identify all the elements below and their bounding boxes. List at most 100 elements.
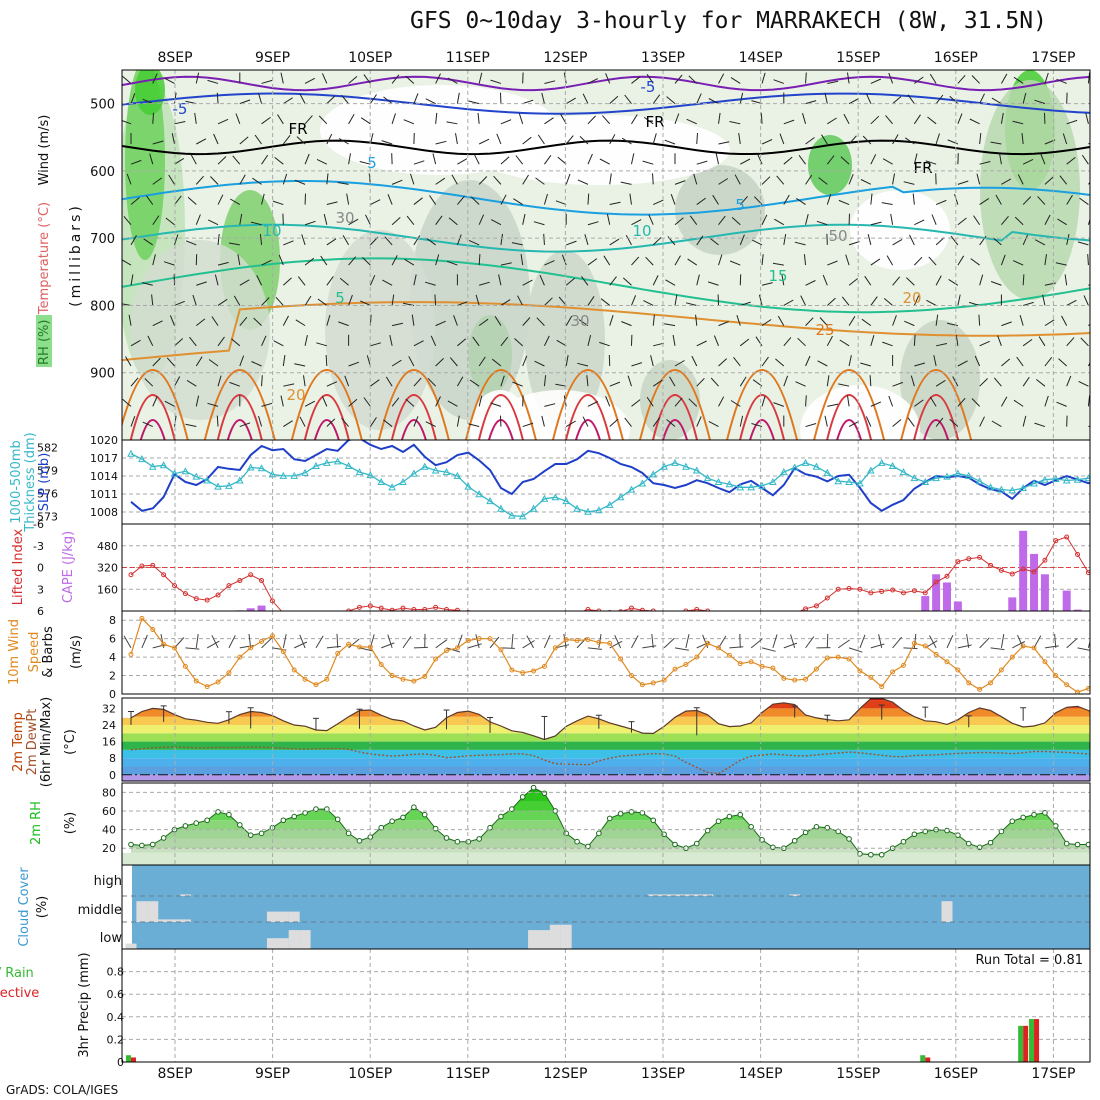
thickness-point bbox=[660, 462, 668, 470]
wind-barb bbox=[949, 418, 959, 427]
wind-barb bbox=[522, 213, 526, 225]
surface-contour bbox=[400, 419, 427, 440]
wind-barb bbox=[674, 74, 683, 84]
wind-barb bbox=[928, 256, 937, 266]
x-tick-label-top: 14SEP bbox=[739, 50, 783, 66]
wind-barb bbox=[848, 420, 860, 427]
lifted-index-point bbox=[966, 556, 972, 562]
wind-barb bbox=[702, 634, 709, 649]
wind-barb bbox=[496, 133, 502, 145]
wind-barb bbox=[500, 156, 510, 165]
rh-point bbox=[911, 831, 918, 838]
temp-bands bbox=[122, 698, 1090, 781]
wind-barb bbox=[515, 155, 524, 165]
cloud-ylabel: Cloud Cover (%) bbox=[17, 867, 50, 947]
wind-barb bbox=[587, 78, 599, 84]
surface-contour bbox=[203, 369, 276, 440]
wind-barb bbox=[326, 276, 334, 286]
wind-speed-point bbox=[770, 665, 776, 671]
wind-barb bbox=[867, 234, 872, 246]
rh-point bbox=[1063, 840, 1070, 847]
wind-barb bbox=[730, 77, 741, 84]
wind-barb bbox=[761, 139, 773, 145]
ylabel-part: Speed bbox=[27, 632, 42, 673]
ylabel-part: (millibars) bbox=[68, 203, 84, 307]
rh-point bbox=[345, 830, 352, 837]
wind-barb bbox=[1044, 214, 1051, 225]
wind-barb bbox=[152, 644, 167, 649]
wind-speed-point bbox=[237, 654, 243, 660]
wind-barb bbox=[1066, 375, 1072, 387]
wind-barb bbox=[892, 419, 902, 427]
wind-barb bbox=[217, 375, 222, 387]
wind-barb bbox=[511, 242, 523, 246]
y-tick-label: 500 bbox=[90, 98, 115, 113]
thickness-point bbox=[279, 471, 288, 479]
x-tick-label-bottom: 14SEP bbox=[739, 1066, 783, 1082]
wind-barb bbox=[739, 376, 747, 387]
wind-barb bbox=[651, 633, 654, 648]
wind-speed-point bbox=[824, 655, 830, 661]
wind-speed-point bbox=[215, 679, 221, 685]
wind-barb bbox=[304, 295, 312, 306]
wind-barb bbox=[369, 94, 377, 104]
ylabel-part: 2m DewPt bbox=[25, 709, 40, 776]
wind-barb bbox=[990, 281, 1002, 286]
cloud-bar bbox=[669, 894, 681, 896]
temp-band bbox=[122, 708, 1090, 717]
cape-bar bbox=[921, 596, 930, 611]
thickness-point bbox=[964, 471, 973, 479]
wind-barb bbox=[696, 377, 705, 387]
wind-barb bbox=[195, 214, 201, 225]
lifted-index-point bbox=[717, 613, 721, 617]
wind-speed-point bbox=[857, 668, 863, 674]
wind-barb bbox=[261, 402, 273, 407]
rh-point bbox=[411, 804, 417, 811]
rh-point bbox=[574, 838, 580, 845]
thickness-point bbox=[986, 483, 995, 491]
wind-barb bbox=[403, 119, 415, 125]
wind-barb bbox=[990, 647, 1005, 651]
wind-barb bbox=[282, 355, 286, 367]
lifted-index-point bbox=[1042, 557, 1048, 563]
wind-barb bbox=[405, 398, 415, 407]
lifted-index-point bbox=[204, 597, 210, 603]
wind-barb bbox=[907, 417, 915, 427]
wind-barb bbox=[674, 180, 686, 185]
wind-barb bbox=[413, 377, 422, 387]
wind-barb bbox=[783, 375, 789, 387]
lifted-index-point bbox=[553, 625, 557, 629]
wind-barb bbox=[537, 134, 545, 145]
wind-barb bbox=[304, 153, 310, 165]
lifted-index-point bbox=[933, 579, 939, 585]
precip-conv-bar bbox=[1023, 1025, 1029, 1062]
wind10m-panel: 0 2 4 6 8 10m Wind Speed & Barbs (m/s) bbox=[7, 610, 1091, 701]
lifted-index-point bbox=[172, 583, 178, 589]
wind-barb bbox=[387, 194, 393, 205]
wind-barb bbox=[696, 416, 702, 427]
wind-barb bbox=[434, 294, 437, 306]
wind-speed-point bbox=[1020, 643, 1026, 649]
wind-barb bbox=[477, 112, 480, 124]
wind-barb bbox=[685, 634, 690, 649]
thickness-point bbox=[225, 481, 233, 489]
wind-barb bbox=[631, 635, 639, 649]
wind-barb bbox=[1044, 395, 1049, 407]
rh-point bbox=[400, 814, 406, 821]
lifted-index-point bbox=[292, 616, 296, 620]
ylabel-part: (°C) bbox=[63, 729, 78, 755]
wind-barb bbox=[541, 92, 545, 104]
thickness-point bbox=[703, 474, 712, 482]
wind-barb bbox=[969, 118, 980, 125]
lifted-index-point bbox=[564, 616, 568, 620]
wind-barb bbox=[1017, 174, 1024, 185]
wind-barb bbox=[931, 214, 937, 225]
wind-barb bbox=[761, 72, 766, 84]
wind-barb bbox=[207, 402, 219, 407]
wind-barb bbox=[122, 259, 132, 266]
wind-barb bbox=[449, 357, 458, 367]
wind-barb bbox=[342, 235, 350, 246]
wind-barb bbox=[543, 335, 550, 347]
y-tick-label: 20 bbox=[102, 842, 116, 855]
precip-total-bar bbox=[920, 1055, 926, 1062]
